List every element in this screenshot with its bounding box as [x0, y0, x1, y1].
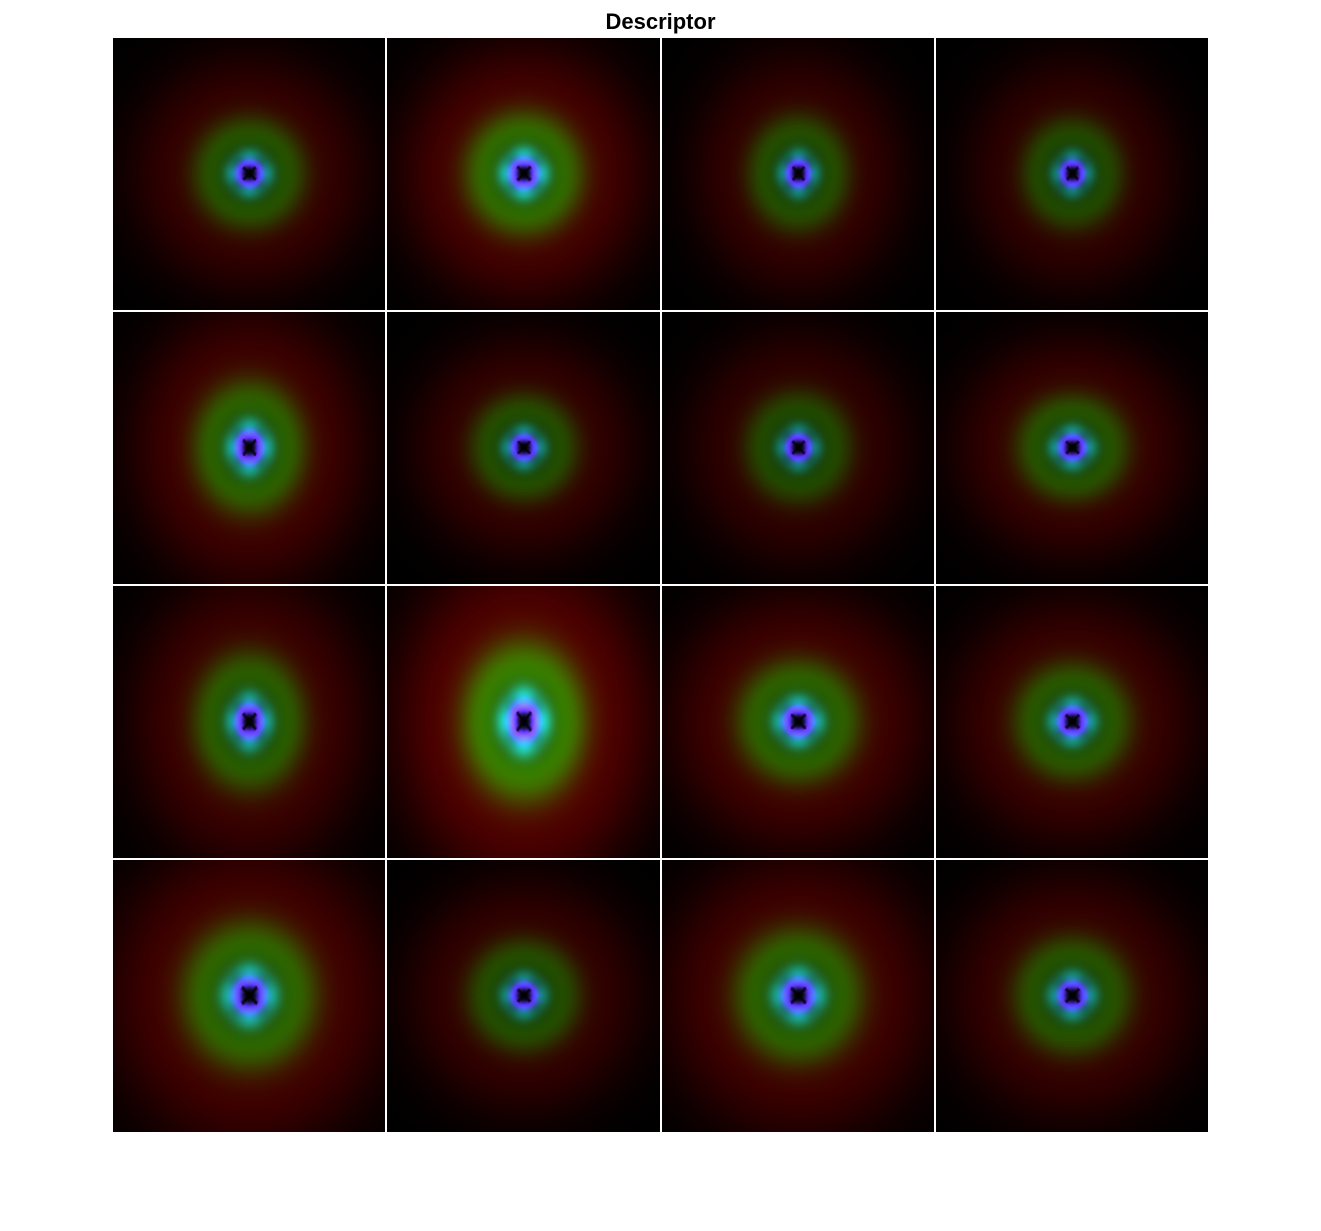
descriptor-tile	[387, 312, 660, 584]
descriptor-tile	[935, 860, 1208, 1132]
descriptor-tile-image	[935, 312, 1208, 584]
descriptor-tile	[935, 38, 1208, 310]
descriptor-tile	[935, 586, 1208, 858]
descriptor-tile-image	[113, 860, 386, 1132]
descriptor-tile	[661, 312, 934, 584]
descriptor-tile-image	[935, 586, 1208, 858]
descriptor-tile-image	[387, 312, 660, 584]
descriptor-tile	[661, 38, 934, 310]
descriptor-tile-image	[661, 38, 934, 310]
descriptor-tile-image	[387, 38, 660, 310]
descriptor-tile	[113, 860, 386, 1132]
descriptor-tile	[113, 312, 386, 584]
descriptor-tile	[113, 38, 386, 310]
descriptor-grid	[113, 38, 1208, 1132]
descriptor-tile-image	[661, 312, 934, 584]
descriptor-tile	[661, 586, 934, 858]
descriptor-tile	[387, 38, 660, 310]
descriptor-tile-image	[935, 860, 1208, 1132]
descriptor-tile	[387, 586, 660, 858]
descriptor-tile	[935, 312, 1208, 584]
descriptor-tile-image	[387, 860, 660, 1132]
descriptor-tile-image	[935, 38, 1208, 310]
descriptor-tile	[113, 586, 386, 858]
descriptor-tile-image	[113, 312, 386, 584]
descriptor-tile-image	[661, 860, 934, 1132]
descriptor-tile-image	[387, 586, 660, 858]
descriptor-tile-image	[661, 586, 934, 858]
descriptor-tile-image	[113, 38, 386, 310]
descriptor-tile-image	[113, 586, 386, 858]
descriptor-tile	[387, 860, 660, 1132]
descriptor-tile	[661, 860, 934, 1132]
figure-title: Descriptor	[605, 9, 716, 34]
